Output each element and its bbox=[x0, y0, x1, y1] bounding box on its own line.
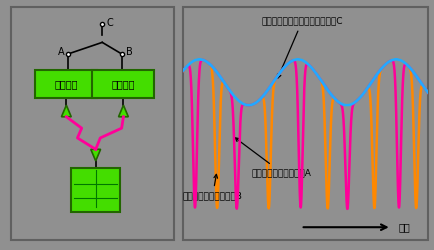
Bar bbox=[35, 70, 97, 98]
Bar bbox=[71, 168, 120, 212]
Text: 受信機２の受信レベルB: 受信機２の受信レベルB bbox=[182, 174, 242, 200]
Text: 受信機１: 受信機１ bbox=[54, 79, 78, 89]
Text: 時間: 時間 bbox=[398, 222, 410, 232]
Text: ダイバーシティ後の受信レベルC: ダイバーシティ後の受信レベルC bbox=[261, 17, 342, 78]
Text: 受信機１の受信レベルA: 受信機１の受信レベルA bbox=[235, 138, 311, 177]
Text: A: A bbox=[58, 47, 65, 57]
Text: B: B bbox=[125, 47, 132, 57]
Bar bbox=[92, 70, 154, 98]
Text: C: C bbox=[106, 18, 113, 28]
Polygon shape bbox=[61, 105, 71, 117]
Polygon shape bbox=[91, 149, 100, 161]
Text: 受信機２: 受信機２ bbox=[112, 79, 135, 89]
Polygon shape bbox=[118, 105, 128, 117]
